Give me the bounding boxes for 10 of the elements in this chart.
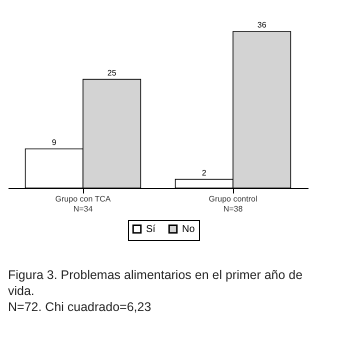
data-label: 36: [257, 20, 267, 30]
data-label: 25: [107, 68, 117, 78]
data-label: 9: [52, 138, 57, 147]
text: N=72. Chi cuadrado=6,23: [8, 300, 152, 314]
text: Figura 3. Problemas alimentarios en el primer año de vida.: [8, 268, 303, 298]
legend-label: Sí: [146, 224, 156, 236]
data-label: 2: [202, 168, 207, 178]
legend-label: No: [182, 224, 196, 236]
x-tick-label: Grupo con TCA N=34: [55, 194, 112, 214]
x-tick-label: Grupo control N=38: [208, 194, 258, 214]
